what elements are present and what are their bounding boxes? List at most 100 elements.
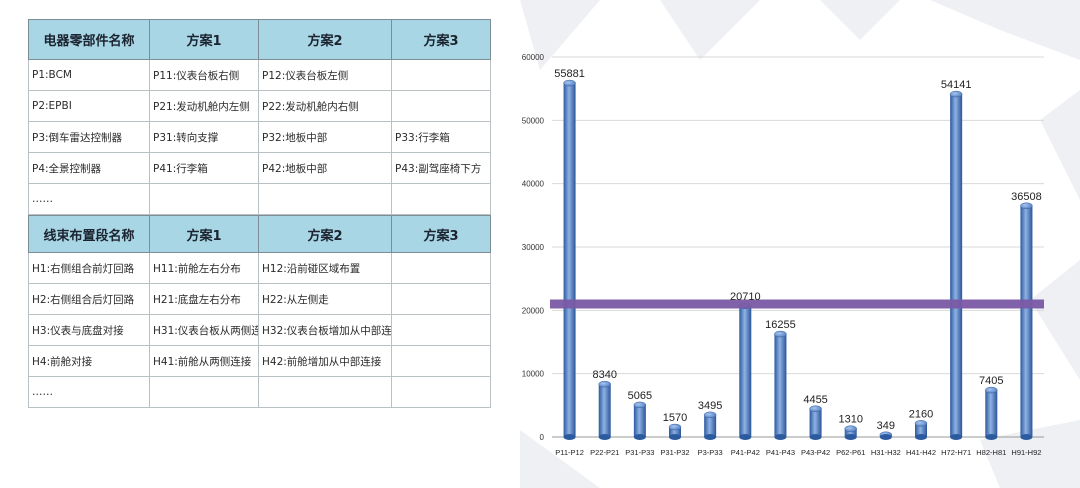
y-tick-label: 10000 — [522, 370, 545, 379]
bar — [809, 408, 822, 437]
data-label: 349 — [877, 420, 895, 432]
bar-cap — [949, 90, 963, 98]
bar — [1020, 205, 1033, 437]
x-tick-label: H82-H81 — [976, 448, 1006, 457]
chart-panel: 0 10000 20000 30000 40000 50000 60000 55881 P11-… — [516, 19, 1064, 479]
table-cell — [391, 183, 491, 215]
data-label: 8340 — [592, 369, 616, 381]
table-cell: P1:BCM — [28, 59, 150, 91]
header-option-2: 方案2 — [258, 215, 392, 253]
header-component-name: 电器零部件名称 — [28, 19, 150, 60]
x-tick-label: P31-P33 — [625, 448, 654, 457]
bar-cap — [633, 401, 647, 409]
table-cell — [391, 59, 491, 91]
y-tick-label: 0 — [540, 433, 545, 442]
bar-base — [774, 434, 787, 440]
bar-base — [704, 434, 717, 440]
bar-base — [879, 434, 892, 440]
table-cell — [391, 90, 491, 122]
bar-base — [985, 434, 998, 440]
table-cell: P2:EPBI — [28, 90, 150, 122]
bar-cap — [809, 405, 822, 413]
table-cell — [258, 183, 392, 215]
bar-base — [950, 434, 963, 440]
x-tick-label: P31-P32 — [660, 448, 689, 457]
bar-base — [598, 434, 611, 440]
table-cell: H3:仪表与底盘对接 — [28, 314, 150, 346]
x-tick-label: H91-H92 — [1011, 448, 1041, 457]
table-row: …… — [28, 183, 491, 215]
table-cell: P4:全景控制器 — [28, 152, 150, 184]
table-row: P2:EPBI P21:发动机舱内左侧 P22:发动机舱内右侧 — [28, 90, 491, 122]
table-cell: H32:仪表台板增加从中部连接 — [258, 314, 392, 346]
data-label: 1570 — [663, 412, 687, 424]
table-cell: H21:底盘左右分布 — [149, 283, 259, 315]
table-cell: P42:地板中部 — [258, 152, 392, 184]
table-cell: P21:发动机舱内左侧 — [149, 90, 259, 122]
table-cell: P22:发动机舱内右侧 — [258, 90, 392, 122]
table-cell: H41:前舱从两侧连接 — [149, 345, 259, 377]
table-cell: H42:前舱增加从中部连接 — [258, 345, 392, 377]
table-cell: H2:右侧组合后灯回路 — [28, 283, 150, 315]
data-label: 3495 — [698, 400, 722, 412]
bar-cap — [1020, 202, 1033, 210]
x-tick-label: P41-P42 — [731, 448, 760, 457]
header-option-1: 方案1 — [149, 19, 259, 60]
bar-base — [809, 434, 822, 440]
bar-base — [739, 434, 752, 440]
table-row: H2:右侧组合后灯回路 H21:底盘左右分布 H22:从左侧走 — [28, 283, 491, 315]
bar-cap — [914, 420, 928, 427]
table-cell — [258, 376, 392, 408]
bar — [598, 384, 611, 437]
table-cell: P41:行李箱 — [149, 152, 259, 184]
data-label: 4455 — [803, 394, 827, 406]
bar-cap — [774, 330, 787, 338]
table-cell: P32:地板中部 — [258, 121, 392, 153]
table-cell: …… — [28, 376, 150, 408]
data-label: 7405 — [979, 375, 1003, 387]
table-cell — [391, 345, 491, 377]
bar-cap — [563, 79, 576, 87]
header-option-1: 方案1 — [149, 215, 259, 253]
table-cell — [391, 283, 491, 315]
data-label: 2160 — [909, 408, 933, 420]
bar-cap — [844, 425, 857, 432]
x-tick-label: P62-P61 — [836, 448, 865, 457]
bar-cap — [703, 411, 717, 419]
bar — [633, 404, 646, 437]
x-tick-label: P43-P42 — [801, 448, 830, 457]
table-row: P1:BCM P11:仪表台板右侧 P12:仪表台板左侧 — [28, 59, 491, 91]
table-cell: H12:沿前碰区域布置 — [258, 252, 392, 284]
x-tick-label: P3-P33 — [698, 448, 723, 457]
table-cell: P43:副驾座椅下方 — [391, 152, 491, 184]
bar — [704, 414, 717, 437]
bar-cap — [985, 386, 998, 394]
bar — [985, 390, 998, 437]
bar — [739, 305, 752, 437]
bar — [844, 428, 857, 437]
table-row: H1:右侧组合前灯回路 H11:前舱左右分布 H12:沿前碰区域布置 — [28, 252, 491, 284]
bar — [563, 83, 576, 437]
bar-base — [563, 434, 576, 440]
header-harness-name: 线束布置段名称 — [28, 215, 150, 253]
x-tick-label: H41-H42 — [906, 448, 936, 457]
bar — [915, 423, 927, 437]
y-tick-label: 50000 — [522, 116, 545, 125]
table-header-row: 线束布置段名称 方案1 方案2 方案3 — [28, 215, 491, 253]
bar — [774, 334, 787, 437]
table-cell — [391, 314, 491, 346]
header-option-3: 方案3 — [391, 19, 491, 60]
table-cell: …… — [28, 183, 150, 215]
table-cell: H22:从左侧走 — [258, 283, 392, 315]
table-cell — [391, 252, 491, 284]
bar-base — [633, 434, 646, 440]
bar-chart: 0 10000 20000 30000 40000 50000 60000 55881 P11-… — [522, 53, 1044, 457]
data-label: 20710 — [730, 291, 761, 303]
table-row: H4:前舱对接 H41:前舱从两侧连接 H42:前舱增加从中部连接 — [28, 345, 491, 377]
table-cell — [149, 376, 259, 408]
x-tick-label: H72-H71 — [941, 448, 971, 457]
y-tick-label: 60000 — [522, 53, 545, 62]
data-label: 55881 — [554, 68, 585, 80]
data-label: 36508 — [1011, 191, 1042, 203]
data-label: 16255 — [765, 319, 796, 331]
